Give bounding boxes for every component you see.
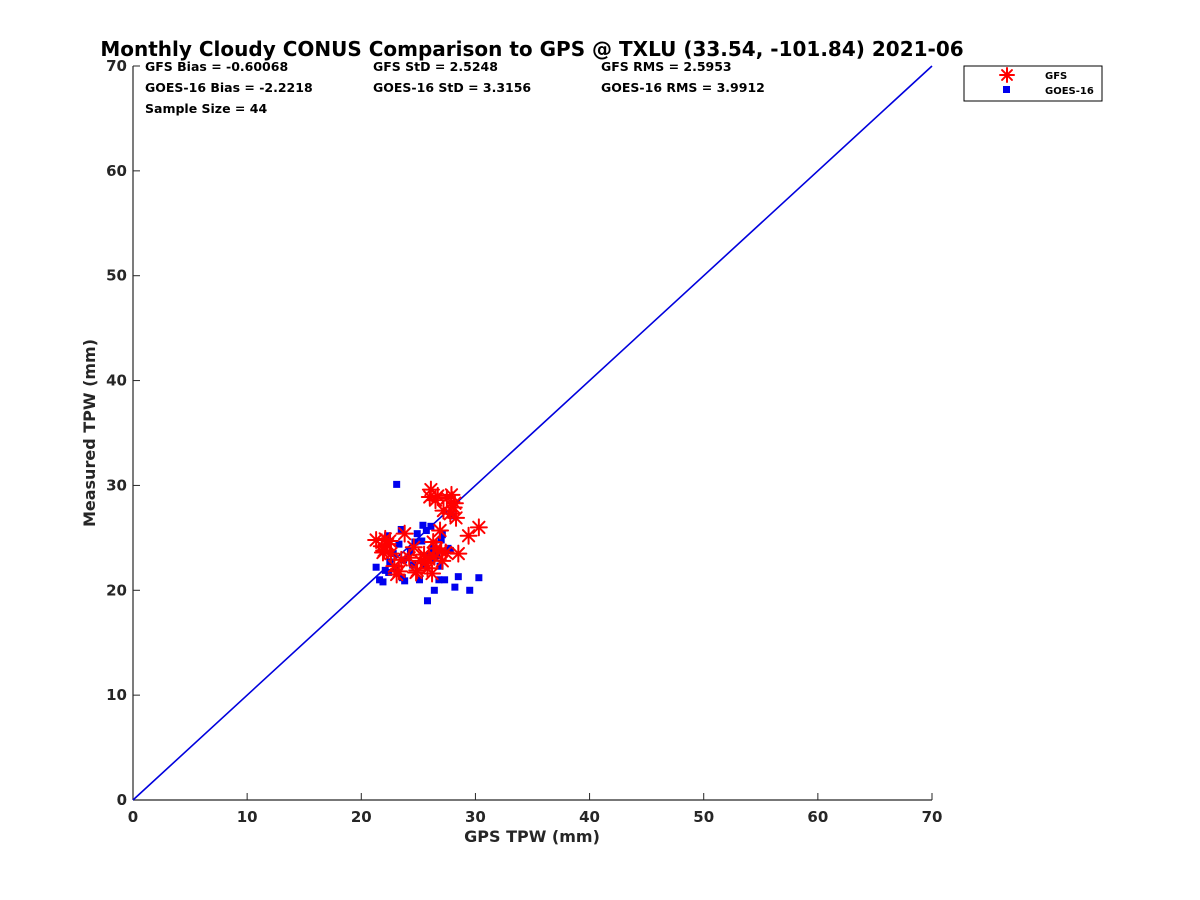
gfs-point	[423, 564, 442, 583]
goes16-point	[444, 544, 452, 552]
goes16-point	[466, 586, 474, 594]
legend-gfs-label: GFS	[1045, 71, 1067, 82]
goes16-point	[423, 597, 431, 605]
goes16-point	[441, 576, 449, 584]
legend-goes16-marker	[1003, 86, 1010, 93]
goes16-point	[427, 522, 435, 530]
gfs-point	[375, 541, 394, 560]
gfs-point	[404, 538, 423, 557]
x-tick-label: 70	[922, 808, 943, 826]
x-tick-label: 30	[465, 808, 486, 826]
gfs-point	[427, 539, 446, 558]
goes16-point	[379, 578, 387, 586]
chart-title: Monthly Cloudy CONUS Comparison to GPS @…	[100, 37, 963, 61]
y-tick-label: 60	[106, 162, 127, 180]
goes16-point	[454, 573, 462, 581]
goes16-point	[401, 577, 409, 585]
goes16-point	[451, 583, 459, 591]
stat-goes-bias: GOES-16 Bias = -2.2218	[145, 80, 313, 95]
gfs-point	[395, 524, 414, 543]
stat-goes-rms: GOES-16 RMS = 3.9912	[601, 80, 765, 95]
stat-gfs-std: GFS StD = 2.5248	[373, 59, 498, 74]
goes16-point	[475, 574, 483, 582]
y-tick-label: 50	[106, 267, 127, 285]
one-to-one-reference-line	[132, 65, 933, 801]
y-tick-label: 70	[106, 57, 127, 75]
gfs-point	[416, 554, 435, 573]
axes	[132, 66, 932, 801]
legend-box	[963, 65, 1103, 102]
goes16-point	[419, 521, 427, 529]
x-tick-label: 0	[128, 808, 138, 826]
gfs-point	[400, 548, 419, 567]
goes16-point	[393, 480, 401, 488]
x-tick-label: 20	[351, 808, 372, 826]
gfs-point	[426, 491, 445, 510]
y-tick-label: 30	[106, 476, 127, 494]
gfs-point	[459, 526, 478, 545]
goes16-point	[436, 562, 444, 570]
gfs-point	[380, 532, 399, 551]
x-axis-label: GPS TPW (mm)	[464, 827, 600, 846]
goes16-point	[422, 527, 430, 535]
legend-gfs-marker	[999, 67, 1015, 83]
stat-sample-size: Sample Size = 44	[145, 101, 267, 116]
legend-gfs-asterisk	[999, 67, 1015, 83]
gfs-point	[445, 494, 464, 513]
goes16-point	[437, 536, 445, 544]
y-tick-label: 0	[117, 791, 127, 809]
goes16-point	[372, 563, 380, 571]
goes16-point	[415, 576, 423, 584]
x-tick-label: 60	[807, 808, 828, 826]
data-points	[367, 480, 488, 605]
gfs-point	[449, 544, 468, 563]
gfs-point	[389, 562, 408, 581]
goes16-point	[413, 530, 421, 538]
gfs-point	[431, 521, 450, 540]
y-tick-label: 40	[106, 372, 127, 390]
goes16-point	[438, 531, 446, 539]
goes16-point	[418, 537, 426, 545]
stat-goes-std: GOES-16 StD = 3.3156	[373, 80, 531, 95]
x-tick-label: 40	[579, 808, 600, 826]
legend: GFS GOES-16	[963, 65, 1103, 102]
legend-goes16-label: GOES-16	[1045, 86, 1094, 97]
axis-ticks: 0 10 20 30 40 50 60 70 0 10 20 30 40 50 60 70	[106, 57, 942, 826]
gfs-point	[469, 518, 488, 537]
stat-gfs-bias: GFS Bias = -0.60068	[145, 59, 288, 74]
stat-gfs-rms: GFS RMS = 2.5953	[601, 59, 732, 74]
gfs-point	[432, 542, 451, 561]
y-tick-label: 10	[106, 686, 127, 704]
goes16-point	[430, 586, 438, 594]
y-tick-label: 20	[106, 581, 127, 599]
goes16-point	[395, 540, 403, 548]
x-tick-label: 50	[693, 808, 714, 826]
goes16-point	[435, 576, 443, 584]
goes16-point	[411, 538, 419, 546]
x-tick-label: 10	[237, 808, 258, 826]
y-axis-label: Measured TPW (mm)	[80, 339, 99, 527]
